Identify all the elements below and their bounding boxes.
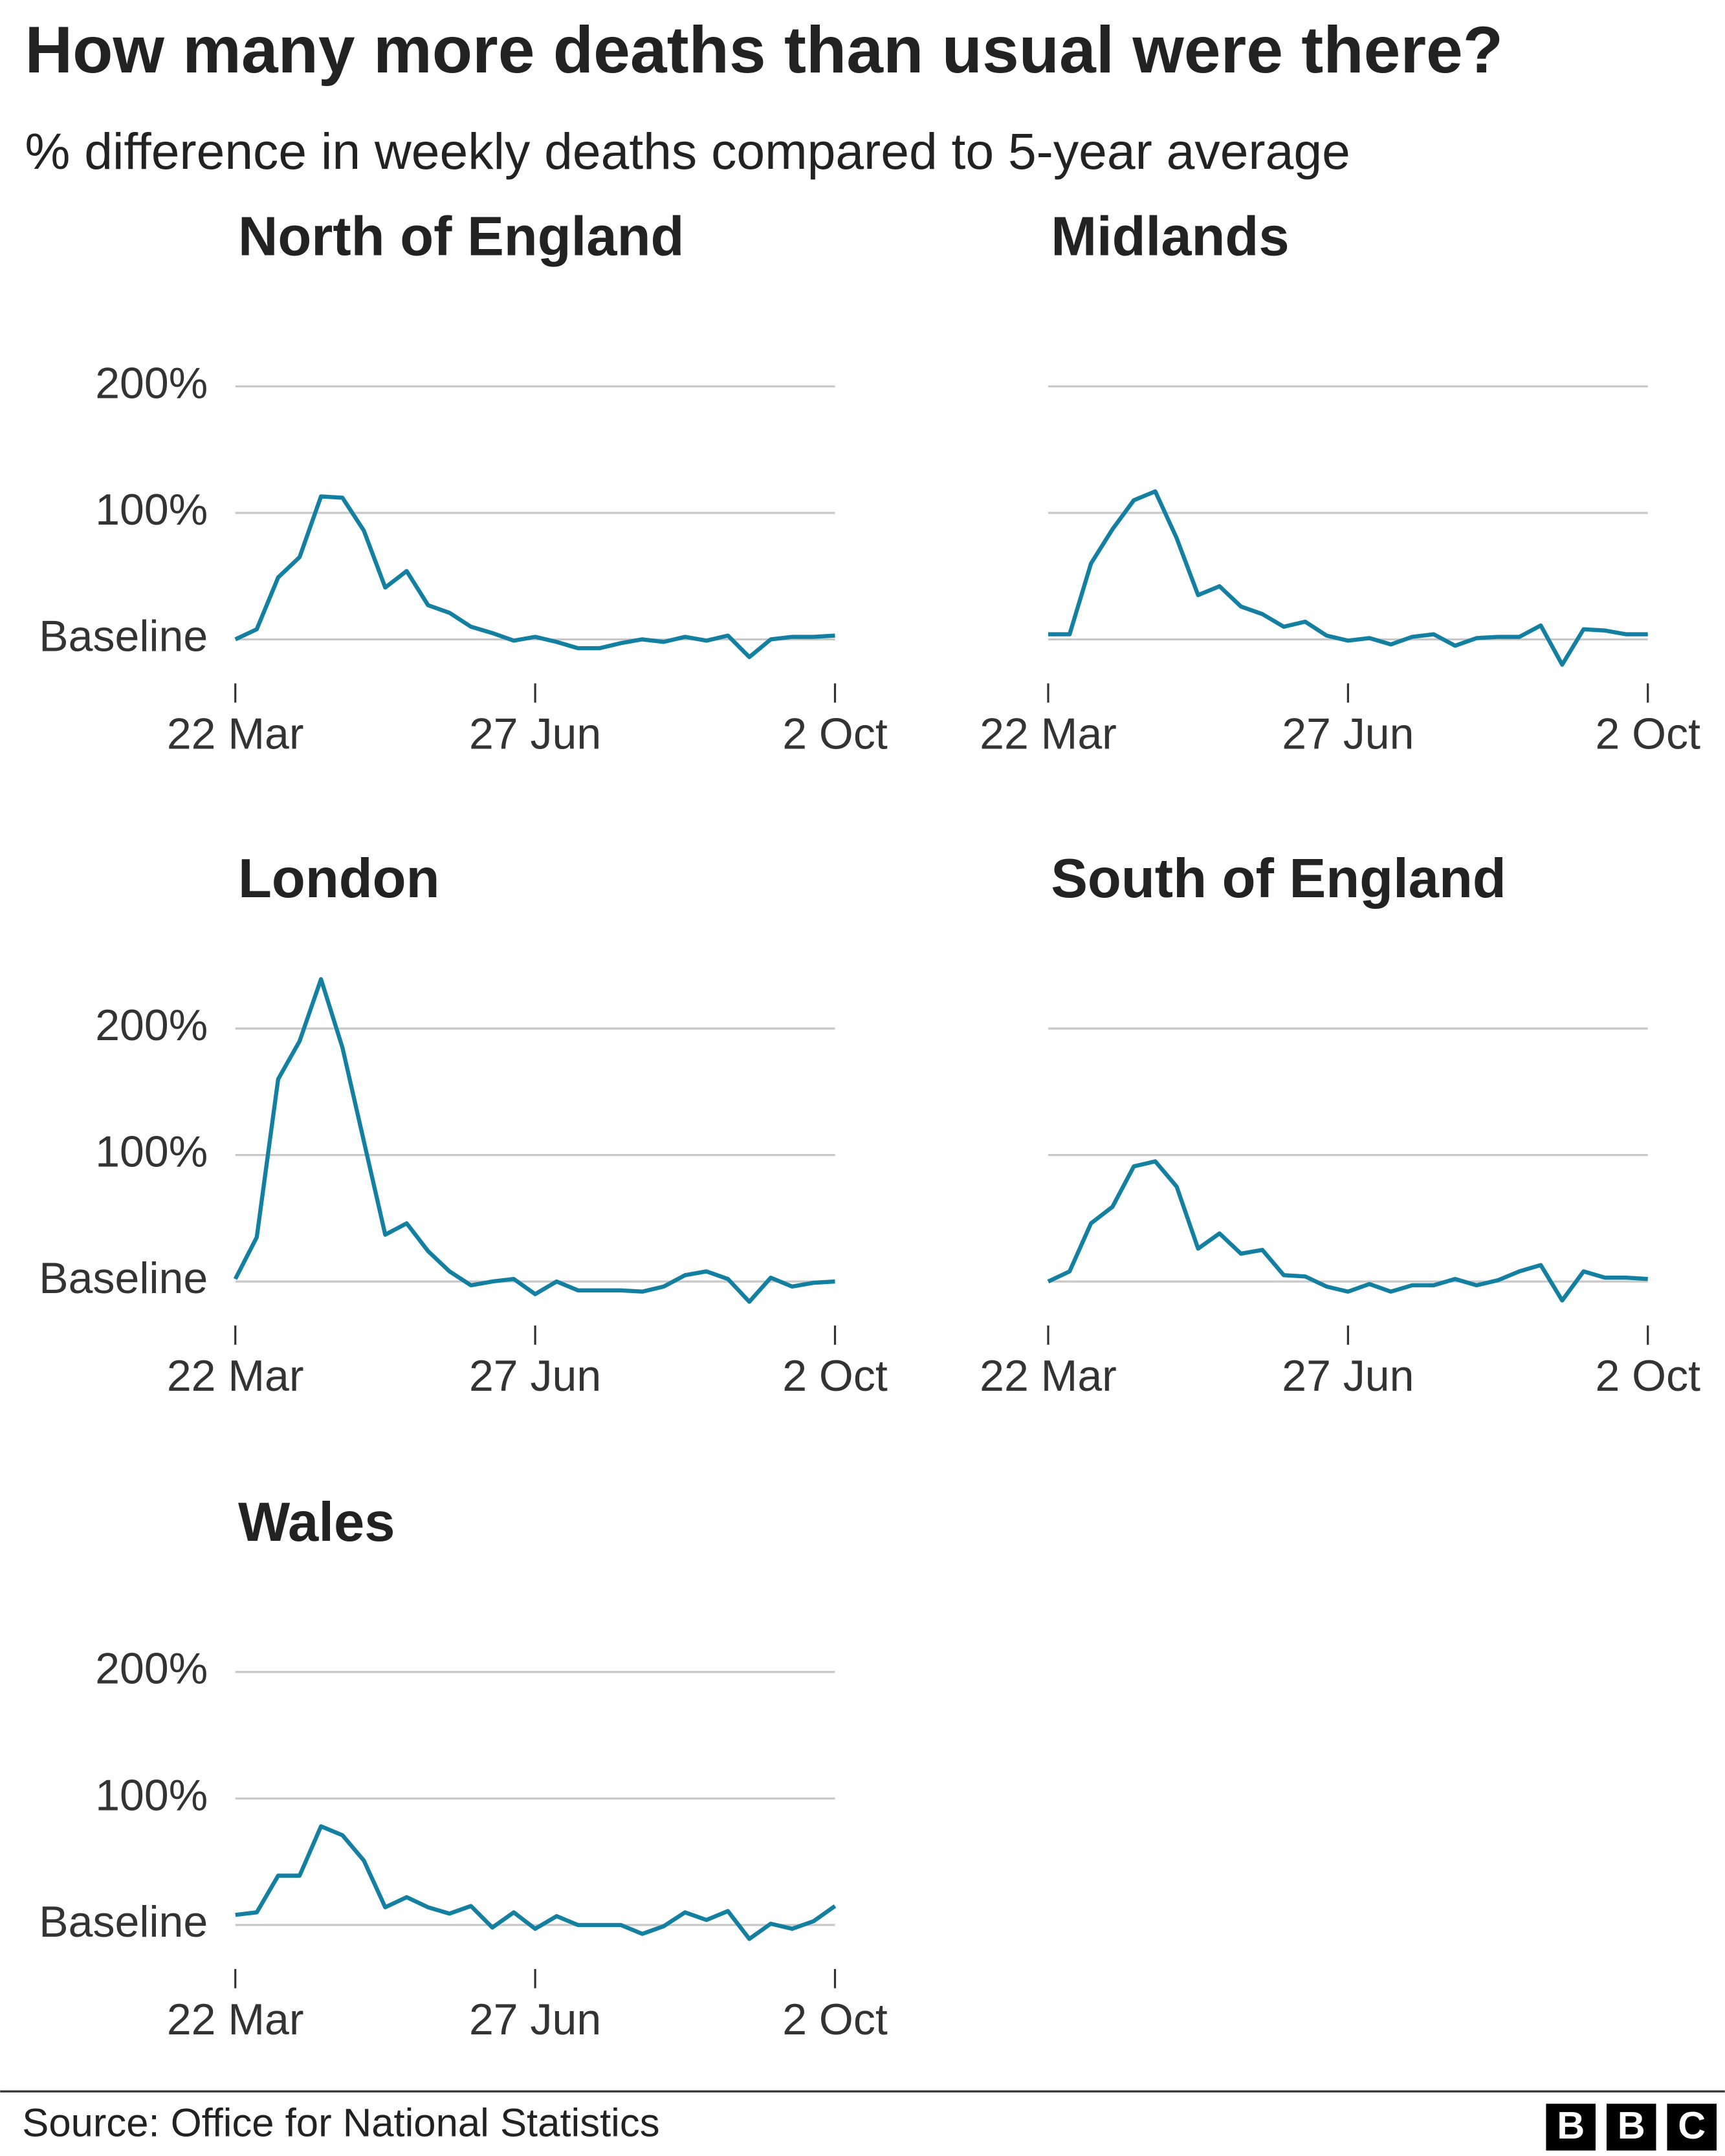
- x-tick-label: 22 Mar: [980, 709, 1117, 758]
- y-tick-label: Baseline: [39, 611, 208, 660]
- data-line: [233, 977, 835, 1304]
- y-tick-label: Baseline: [39, 1897, 208, 1946]
- chart-title: How many more deaths than usual were the…: [25, 13, 1503, 87]
- logo-block: [1667, 2104, 1717, 2151]
- x-tick-label: 2 Oct: [1595, 709, 1700, 758]
- panel-title: South of England: [1051, 848, 1506, 909]
- data-line: [1047, 1159, 1648, 1303]
- data-line: [1048, 489, 1648, 667]
- chart-subtitle: % difference in weekly deaths compared t…: [25, 123, 1350, 180]
- y-tick-label: 100%: [95, 1770, 208, 1820]
- x-tick-label: 2 Oct: [782, 1351, 888, 1400]
- bbc-logo: B B C: [1546, 2104, 1717, 2151]
- panel-title: Midlands: [1051, 206, 1289, 267]
- x-tick-label: 27 Jun: [1282, 1351, 1414, 1400]
- x-tick-label: 27 Jun: [469, 1351, 601, 1400]
- x-tick-label: 2 Oct: [782, 1995, 888, 2044]
- x-tick-label: 2 Oct: [1595, 1351, 1700, 1400]
- source: Source: Office for National Statistics: [22, 2101, 659, 2146]
- panel-title: Wales: [238, 1492, 395, 1553]
- logo-letter: B: [1618, 2104, 1645, 2147]
- y-tick-label: 200%: [95, 358, 208, 408]
- x-tick-label: 22 Mar: [980, 1351, 1117, 1400]
- x-tick-label: 22 Mar: [167, 709, 304, 758]
- panel-title: North of England: [238, 206, 684, 267]
- x-tick-label: 27 Jun: [1282, 709, 1414, 758]
- y-tick-label: 100%: [95, 485, 208, 534]
- y-tick-label: 200%: [95, 1644, 208, 1693]
- x-tick-label: 2 Oct: [782, 709, 888, 758]
- panel-title: London: [238, 848, 440, 909]
- data-line: [235, 1824, 837, 1941]
- y-tick-label: Baseline: [39, 1254, 208, 1303]
- logo-letter: C: [1678, 2104, 1706, 2147]
- y-tick-label: 200%: [95, 1001, 208, 1050]
- x-tick-label: 27 Jun: [469, 1995, 601, 2044]
- y-tick-label: 100%: [95, 1127, 208, 1177]
- x-tick-label: 22 Mar: [167, 1995, 304, 2044]
- x-tick-label: 22 Mar: [167, 1351, 304, 1400]
- logo-letter: B: [1557, 2104, 1585, 2147]
- x-tick-label: 27 Jun: [469, 709, 601, 758]
- data-line: [234, 494, 835, 659]
- logo-block: [1606, 2104, 1656, 2151]
- logo-block: [1546, 2104, 1596, 2151]
